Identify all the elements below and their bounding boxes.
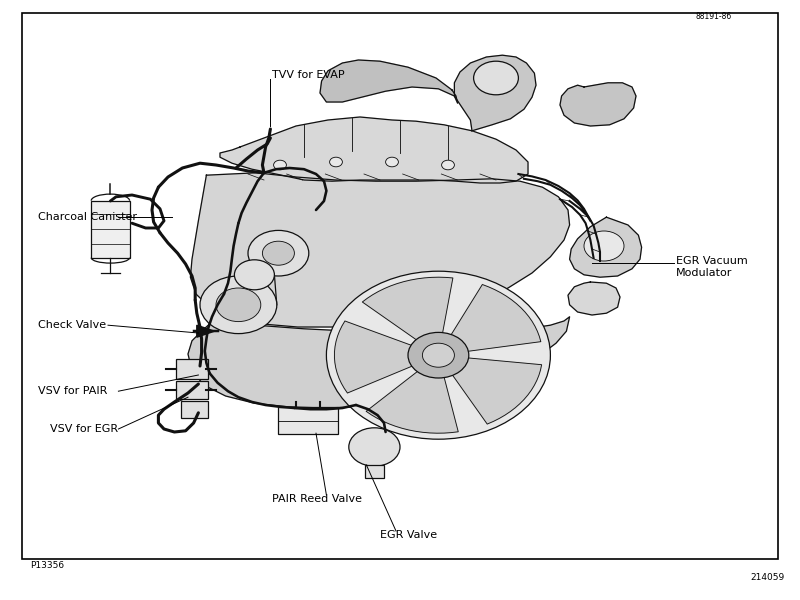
Text: TVV for EVAP: TVV for EVAP — [272, 70, 345, 80]
Polygon shape — [366, 371, 458, 433]
Text: PAIR Reed Valve: PAIR Reed Valve — [272, 494, 362, 504]
Circle shape — [200, 276, 277, 334]
Bar — [278, 407, 338, 434]
Text: Check Valve: Check Valve — [38, 320, 106, 330]
Polygon shape — [220, 117, 528, 183]
Bar — [91, 200, 130, 258]
Text: EGR Valve: EGR Valve — [380, 530, 437, 540]
Polygon shape — [197, 325, 214, 337]
Circle shape — [326, 271, 550, 439]
Polygon shape — [362, 277, 453, 340]
Text: 88191-86: 88191-86 — [696, 13, 732, 22]
Circle shape — [262, 241, 294, 265]
Polygon shape — [570, 217, 642, 277]
Text: P13356: P13356 — [30, 560, 65, 570]
Polygon shape — [453, 358, 542, 424]
Circle shape — [234, 260, 274, 290]
Polygon shape — [188, 317, 570, 408]
Bar — [365, 465, 384, 478]
Polygon shape — [451, 284, 541, 351]
Polygon shape — [334, 321, 412, 393]
Circle shape — [422, 343, 454, 367]
Circle shape — [330, 157, 342, 167]
Text: Charcoal Canister: Charcoal Canister — [38, 212, 138, 222]
Bar — [176, 359, 208, 379]
Text: VSV for EGR: VSV for EGR — [50, 424, 118, 434]
Polygon shape — [190, 173, 570, 327]
Circle shape — [386, 157, 398, 167]
Bar — [176, 381, 208, 399]
Bar — [181, 401, 208, 418]
Circle shape — [474, 61, 518, 95]
Circle shape — [274, 160, 286, 170]
Polygon shape — [568, 282, 620, 315]
Circle shape — [216, 288, 261, 322]
Polygon shape — [320, 60, 458, 103]
Polygon shape — [454, 55, 536, 131]
Text: VSV for PAIR: VSV for PAIR — [38, 386, 108, 396]
Circle shape — [408, 332, 469, 378]
Text: EGR Vacuum
Modulator: EGR Vacuum Modulator — [676, 256, 748, 278]
Circle shape — [349, 428, 400, 466]
Polygon shape — [560, 83, 636, 126]
Text: 214059: 214059 — [750, 572, 785, 582]
Circle shape — [584, 231, 624, 261]
Circle shape — [248, 230, 309, 276]
Circle shape — [442, 160, 454, 170]
